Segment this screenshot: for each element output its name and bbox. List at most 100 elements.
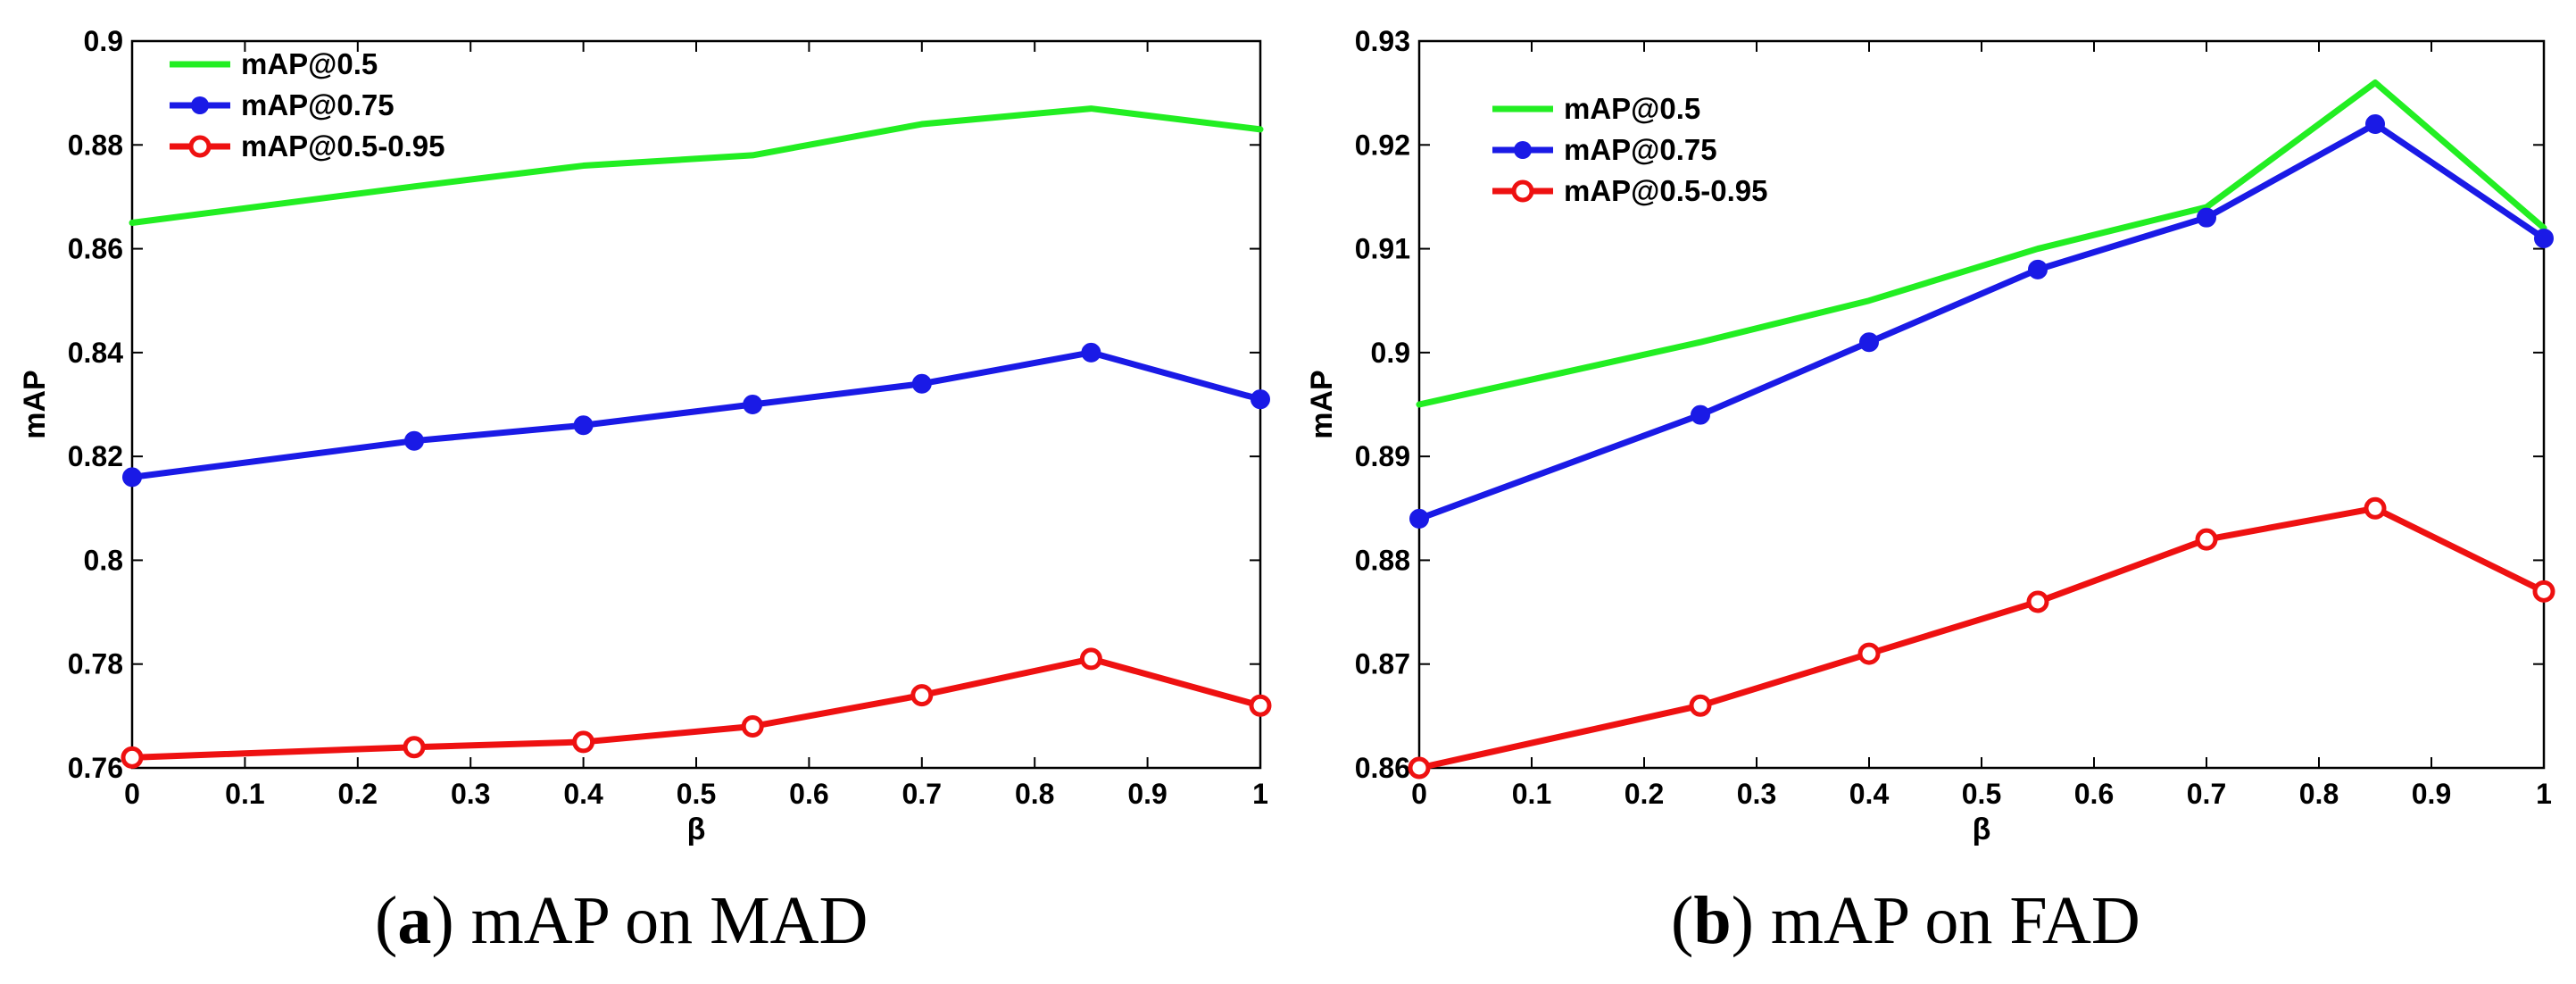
x-tick-label-b: 0.9 (2412, 778, 2451, 810)
data-point (120, 746, 144, 769)
data-point (2195, 528, 2218, 551)
legend-marker (1514, 141, 1532, 159)
x-tick-label-a: 0.7 (902, 778, 942, 810)
caption-a-letter: a (397, 883, 432, 958)
series-map-0-5-0-95-a (120, 647, 1272, 769)
x-tick-label-b: 0.7 (2187, 778, 2226, 810)
x-tick-label-a: 0.5 (677, 778, 716, 810)
x-tick-label-a: 0.6 (789, 778, 828, 810)
data-point (2026, 590, 2049, 613)
data-point (1859, 332, 1879, 353)
y-tick-label-b: 0.93 (1355, 25, 1410, 57)
series-line-map-0-5 (1416, 79, 2547, 408)
caption-b-open: ( (1671, 883, 1694, 958)
data-point (1689, 694, 1712, 717)
data-point (403, 736, 426, 759)
series-map-0-5-a (129, 105, 1264, 226)
series-map-0-5-b (1416, 79, 2547, 408)
x-tick-label-b: 0.4 (1849, 778, 1890, 810)
data-point (1081, 342, 1101, 363)
legend-label-map-0-5: mAP@0.5 (1564, 92, 1700, 125)
data-point (1408, 756, 1431, 780)
y-axis-label-b: mAP (1305, 370, 1339, 438)
legend-marker (188, 135, 212, 158)
legend-label-map-0-5: mAP@0.5 (241, 47, 378, 80)
legend-marker (1511, 179, 1534, 203)
data-point (122, 467, 142, 488)
y-tick-label-b: 0.87 (1355, 648, 1410, 680)
legend-label-map-0-5-0-95: mAP@0.5-0.95 (1564, 174, 1767, 207)
y-tick-label-a: 0.76 (68, 752, 123, 784)
x-tick-label-b: 0 (1411, 778, 1427, 810)
legend-label-map-0-5-0-95: mAP@0.5-0.95 (241, 129, 445, 163)
caption-b-letter: b (1693, 883, 1732, 958)
y-axis-label-a: mAP (18, 370, 52, 438)
caption-b-close: ) (1731, 883, 1754, 958)
data-point (1857, 642, 1881, 665)
data-point (910, 684, 934, 707)
x-tick-label-b: 1 (2536, 778, 2552, 810)
data-point (2365, 114, 2385, 135)
data-point (2364, 496, 2387, 520)
x-tick-label-b: 0.1 (1512, 778, 1551, 810)
x-tick-label-a: 0.9 (1127, 778, 1167, 810)
series-map-0-75-a (122, 342, 1270, 488)
y-tick-label-b: 0.91 (1355, 233, 1410, 265)
y-tick-label-a: 0.84 (68, 337, 123, 369)
data-point (741, 714, 764, 738)
caption-a-text: mAP on MAD (453, 883, 868, 958)
series-map-0-75-b (1409, 114, 2554, 529)
y-tick-label-b: 0.88 (1355, 544, 1410, 576)
x-tick-label-b: 0.3 (1737, 778, 1776, 810)
y-tick-label-a: 0.82 (68, 440, 123, 472)
x-tick-label-b: 0.8 (2299, 778, 2339, 810)
series-line-map-0-5-0-95 (129, 655, 1264, 761)
chart-b: 0 0.1 0.2 0.3 0.4 0.5 0.6 0.7 0.8 0.9 10.860.870.8… (1305, 25, 2555, 846)
x-tick-label-a: 0.1 (225, 778, 264, 810)
chart-a: 0 0.1 0.2 0.3 0.4 0.5 0.6 0.7 0.8 0.9 1 0.76 0.78 0.8… (18, 25, 1272, 846)
x-tick-label-a: 0.2 (338, 778, 378, 810)
x-axis-label-a: β (687, 813, 706, 846)
data-point (1249, 694, 1272, 717)
series-line-map-0-5 (129, 105, 1264, 226)
x-tick-label-a: 0.8 (1015, 778, 1054, 810)
series-line-map-0-5-0-95 (1416, 505, 2547, 771)
y-tick-label-a: 0.9 (84, 25, 123, 57)
data-point (2534, 228, 2554, 248)
series-map-0-5-0-95-b (1408, 496, 2555, 780)
data-point (1691, 404, 1710, 425)
data-point (1409, 508, 1429, 529)
y-tick-label-b: 0.9 (1371, 337, 1410, 369)
data-point (2028, 259, 2048, 279)
data-point (1079, 647, 1102, 671)
series-line-map-0-75 (129, 349, 1264, 480)
caption-a: (a) mAP on MAD (375, 882, 868, 960)
y-tick-label-a: 0.8 (84, 544, 123, 576)
x-tick-label-b: 0.6 (2074, 778, 2114, 810)
data-point (743, 395, 763, 414)
y-tick-label-a: 0.88 (68, 129, 123, 161)
caption-a-open: ( (375, 883, 398, 958)
data-point (1251, 389, 1270, 410)
y-tick-label-a: 0.78 (68, 648, 123, 680)
data-point (573, 415, 594, 436)
x-axis-label-b: β (1973, 813, 1991, 846)
x-tick-label-a: 0 (124, 778, 140, 810)
x-tick-label-b: 0.5 (1962, 778, 2001, 810)
y-tick-label-a: 0.86 (68, 233, 123, 265)
legend-marker (191, 96, 209, 114)
x-tick-label-b: 0.2 (1625, 778, 1664, 810)
data-point (2532, 580, 2555, 603)
data-point (404, 430, 424, 451)
y-tick-label-b: 0.86 (1355, 752, 1410, 784)
legend-label-map-0-75: mAP@0.75 (241, 88, 395, 121)
x-tick-label-a: 0.3 (451, 778, 490, 810)
caption-b: (b) mAP on FAD (1671, 882, 2140, 960)
caption-a-close: ) (431, 883, 454, 958)
data-point (572, 730, 595, 754)
y-tick-label-b: 0.89 (1355, 440, 1410, 472)
legend-b: mAP@0.5 mAP@0.75 mAP@0.5-0.95 (1492, 92, 1767, 207)
x-tick-label-a: 1 (1252, 778, 1268, 810)
y-tick-label-b: 0.92 (1355, 129, 1410, 161)
